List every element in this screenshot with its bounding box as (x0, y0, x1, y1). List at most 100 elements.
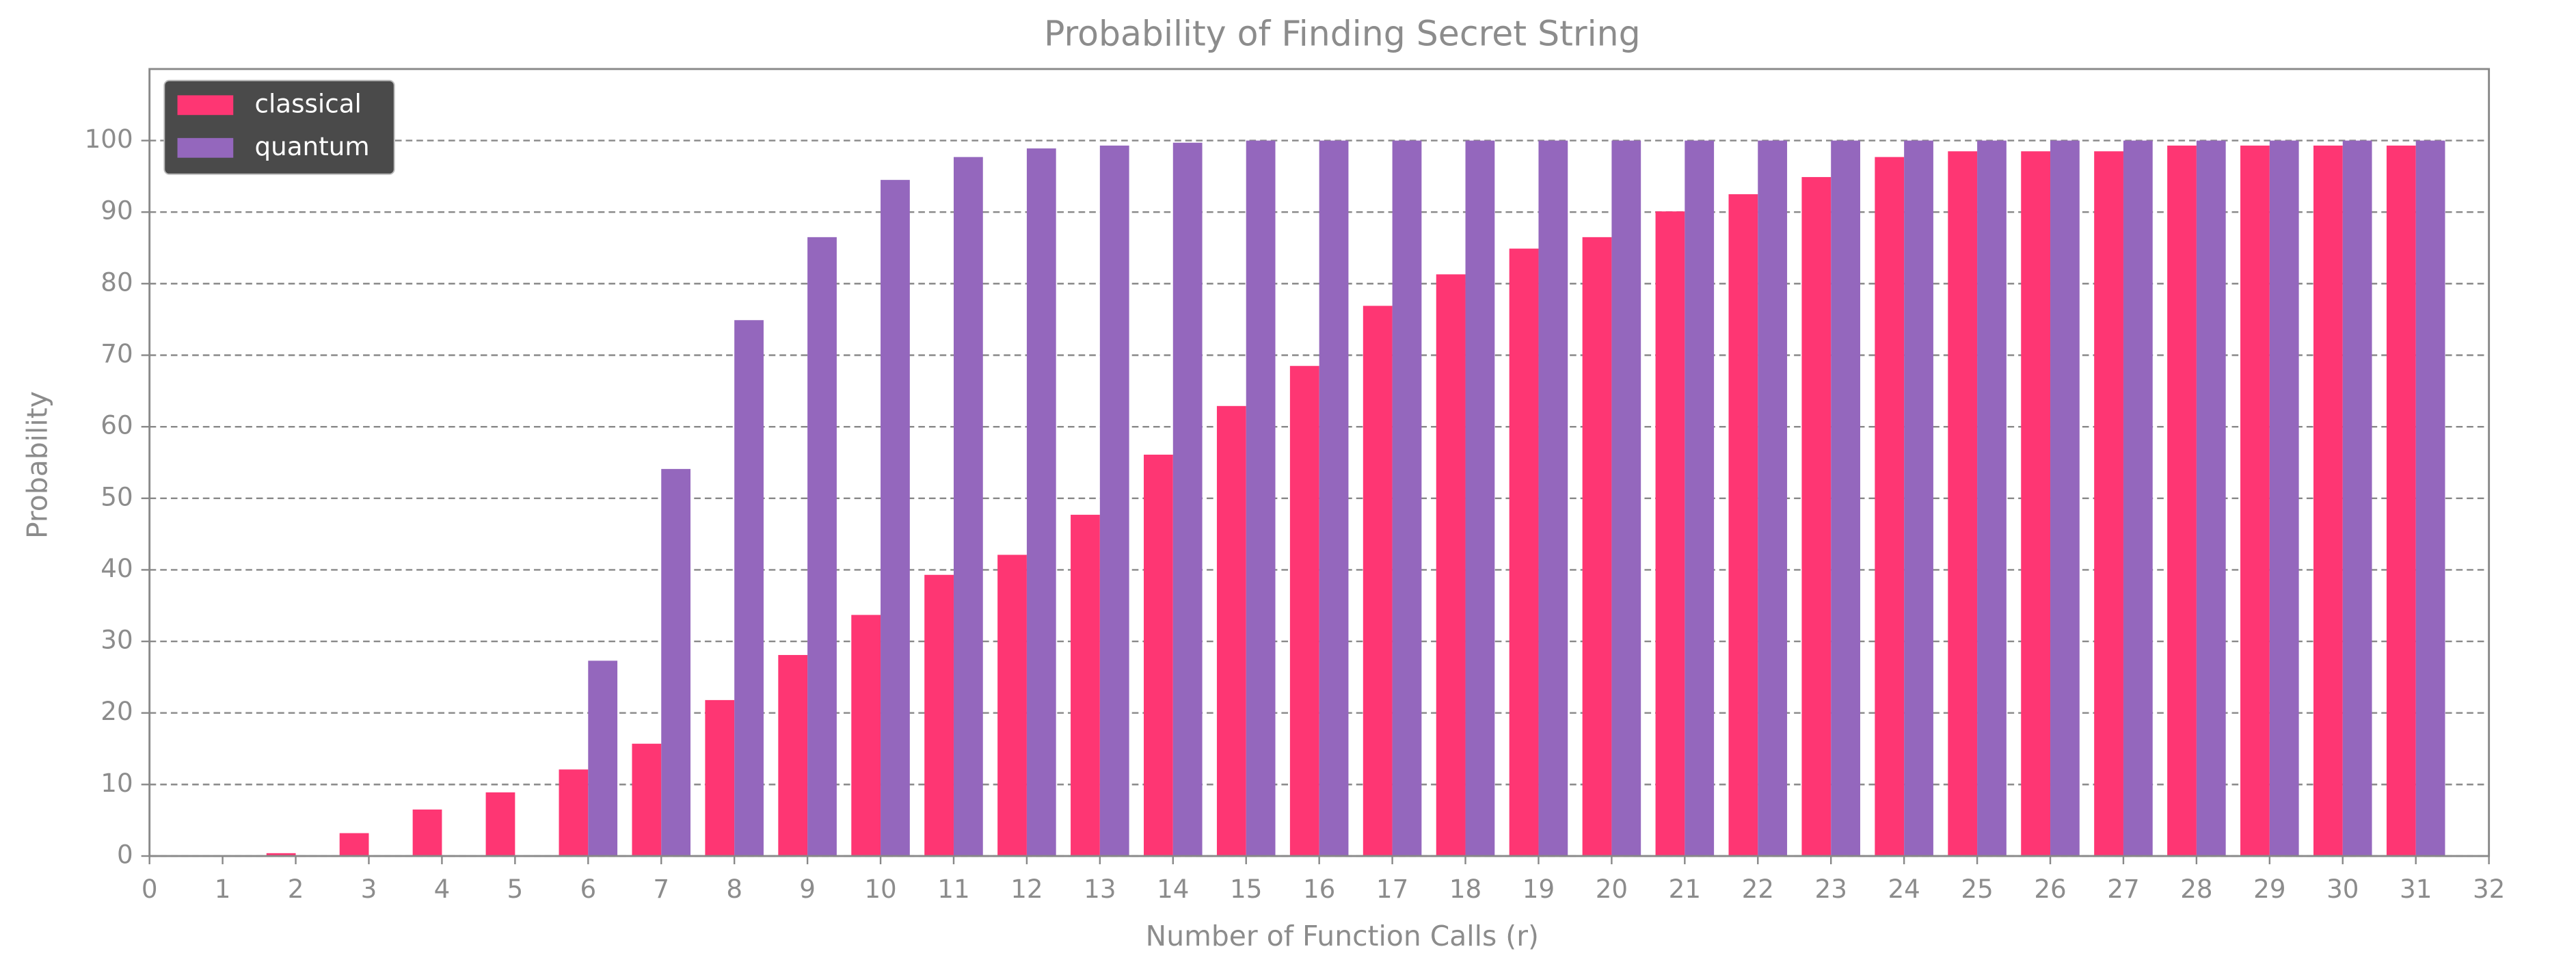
bar (1948, 151, 1978, 857)
x-tick-label: 25 (1961, 874, 1993, 904)
x-tick-label: 21 (1669, 874, 1701, 904)
x-tick-label: 19 (1522, 874, 1555, 904)
bar (1904, 140, 1933, 857)
bar (1172, 142, 1203, 857)
x-tick-label: 14 (1157, 874, 1189, 904)
legend: classical quantum (163, 79, 395, 175)
bar (485, 792, 515, 857)
bar (2094, 151, 2123, 857)
y-tick-label: 0 (117, 840, 133, 870)
y-tick-label: 10 (100, 768, 133, 798)
x-tick-label: 24 (1888, 874, 1920, 904)
bar (412, 809, 442, 857)
bar (1099, 145, 1129, 857)
bar (1875, 157, 1905, 857)
bar (559, 769, 589, 857)
bar (1977, 140, 2007, 857)
bar (2415, 140, 2445, 857)
x-tick-label: 32 (2473, 874, 2505, 904)
bar (1831, 140, 1860, 857)
x-axis-label: Number of Function Calls (r) (1146, 920, 1539, 952)
x-tick-label: 7 (653, 874, 669, 904)
bar (2167, 145, 2197, 857)
x-tick-label: 6 (580, 874, 596, 904)
bar (2123, 140, 2153, 857)
bar (1509, 248, 1539, 857)
x-tick-label: 15 (1230, 874, 1262, 904)
legend-label: classical (254, 88, 361, 118)
legend-swatch (177, 137, 234, 158)
bar (1144, 454, 1173, 857)
y-tick-label: 40 (100, 553, 133, 583)
bar (953, 157, 983, 857)
bar (2342, 140, 2372, 857)
y-tick-label: 30 (100, 625, 133, 655)
bar (2269, 140, 2299, 857)
x-tick-label: 30 (2326, 874, 2359, 904)
bar (734, 320, 764, 857)
chart-title: Probability of Finding Secret String (1044, 13, 1641, 53)
x-tick-label: 12 (1010, 874, 1043, 904)
legend-swatch (177, 95, 234, 116)
bar (851, 615, 881, 857)
bar (2313, 145, 2343, 857)
x-tick-label: 2 (288, 874, 304, 904)
y-tick-label: 20 (100, 696, 133, 726)
x-tick-label: 20 (1596, 874, 1628, 904)
bar (339, 833, 369, 857)
bar (1026, 148, 1056, 857)
x-tick-label: 10 (864, 874, 896, 904)
bar (1611, 140, 1641, 857)
x-tick-label: 1 (215, 874, 231, 904)
bar (881, 180, 910, 857)
bar (2240, 145, 2270, 857)
bar (2386, 145, 2416, 857)
x-tick-label: 23 (1815, 874, 1847, 904)
x-tick-label: 16 (1303, 874, 1335, 904)
bar (924, 574, 954, 857)
bar (1758, 140, 1788, 857)
x-tick-label: 3 (361, 874, 377, 904)
bar (632, 743, 662, 857)
x-tick-label: 17 (1376, 874, 1408, 904)
bar (1801, 176, 1832, 857)
bar (1436, 274, 1466, 857)
plot-frame (148, 68, 2491, 857)
bar (1465, 140, 1495, 857)
bar (1319, 140, 1349, 857)
bar (778, 654, 808, 857)
x-tick-label: 8 (726, 874, 742, 904)
x-tick-label: 22 (1742, 874, 1774, 904)
x-tick-label: 28 (2180, 874, 2212, 904)
x-tick-label: 31 (2400, 874, 2432, 904)
bar (1728, 194, 1758, 857)
x-tick-label: 9 (799, 874, 816, 904)
x-tick-label: 27 (2107, 874, 2139, 904)
bar (807, 237, 837, 857)
bar (588, 660, 618, 857)
x-tick-label: 29 (2253, 874, 2285, 904)
bar (266, 853, 296, 857)
bar (2021, 151, 2051, 857)
bar (2050, 140, 2080, 857)
bar (1216, 405, 1246, 857)
bar (1289, 366, 1319, 857)
y-tick-label: 60 (100, 410, 133, 440)
bar (1071, 514, 1100, 857)
x-tick-label: 26 (2034, 874, 2066, 904)
bar (1538, 140, 1568, 857)
bar (1685, 140, 1715, 857)
y-tick-label: 90 (100, 196, 133, 226)
y-tick-label: 70 (100, 338, 133, 369)
bar (2196, 140, 2226, 857)
x-tick-label: 4 (434, 874, 451, 904)
x-tick-label: 5 (507, 874, 524, 904)
legend-label: quantum (254, 131, 369, 161)
y-axis-label: Probability (21, 391, 54, 539)
bar (997, 555, 1027, 857)
x-tick-label: 0 (142, 874, 158, 904)
bar (1655, 211, 1685, 857)
x-tick-label: 13 (1084, 874, 1116, 904)
bar (1392, 140, 1422, 857)
